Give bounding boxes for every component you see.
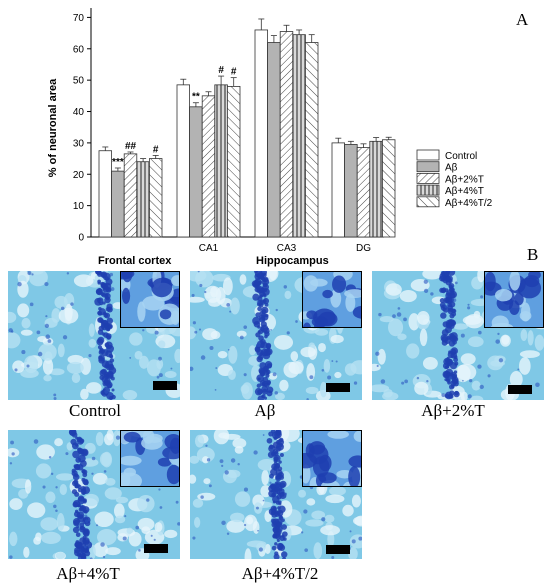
bar	[201, 95, 216, 238]
bar	[267, 42, 281, 238]
region-label-frontal-cortex: Frontal cortex	[98, 255, 172, 267]
bar	[344, 144, 358, 238]
stain-pattern	[190, 271, 362, 400]
bar	[304, 42, 319, 238]
caption-abeta: Aβ	[254, 401, 276, 420]
legend-label: Aβ+2%T	[445, 174, 484, 185]
bar	[98, 150, 113, 238]
caption-abeta-2t: Aβ+2%T	[421, 401, 485, 420]
micrograph-abeta-4t	[8, 430, 180, 559]
caption-abeta-4t-half: Aβ+4%T/2	[241, 564, 319, 583]
region-label-hippocampus: Hippocampus	[256, 255, 329, 267]
significance-marker: #	[231, 67, 237, 78]
bar	[331, 142, 346, 238]
micrograph-inset	[302, 271, 362, 328]
legend-swatch	[416, 149, 440, 161]
bar	[148, 158, 163, 238]
bar	[189, 106, 203, 238]
micrograph-inset	[484, 271, 544, 328]
micrograph-inset	[302, 430, 362, 487]
inset-stain-pattern	[303, 272, 361, 327]
caption-control: Control	[69, 401, 121, 420]
significance-marker: ***	[112, 157, 124, 168]
bar	[123, 153, 138, 238]
stain-texture	[190, 271, 362, 400]
legend-swatch	[416, 161, 440, 173]
legend-swatch	[416, 184, 440, 196]
bar	[356, 147, 371, 238]
legend-swatch	[416, 172, 440, 184]
legend-label: Aβ+4%T/2	[445, 198, 493, 209]
legend-label: Aβ+4%T	[445, 186, 484, 197]
x-tick-label: CA1	[199, 243, 219, 254]
significance-marker: #	[153, 144, 159, 155]
scale-bar	[508, 385, 532, 394]
x-tick-label: CA3	[277, 243, 297, 254]
chart-bars: CA1 CA3 DG***## #**# #	[98, 18, 396, 254]
bar	[292, 34, 306, 238]
significance-marker: ##	[125, 141, 137, 152]
bar	[176, 84, 191, 238]
micrograph-abeta-4t-half	[190, 430, 362, 559]
bar	[214, 84, 228, 238]
bar	[369, 140, 383, 238]
panel-a-letter: A	[516, 10, 529, 29]
micrograph-abeta-2t	[372, 271, 544, 400]
y-axis-label: % of neuronal area	[47, 78, 59, 177]
y-tick-label: 30	[73, 138, 85, 149]
significance-marker: #	[218, 65, 224, 76]
inset-stain-pattern	[485, 272, 543, 327]
scale-bar	[153, 381, 177, 390]
bar	[254, 29, 269, 238]
inset-stain-pattern	[303, 431, 361, 486]
bar	[279, 31, 294, 238]
legend-swatch	[416, 196, 440, 208]
bar	[381, 139, 396, 238]
inset-stain-pattern	[121, 272, 179, 327]
caption-abeta-4t: Aβ+4%T	[56, 564, 120, 583]
micrograph-control	[8, 271, 180, 400]
inset-stain-pattern	[121, 431, 179, 486]
y-tick-label: 40	[73, 107, 85, 118]
bar	[111, 170, 125, 238]
scale-bar	[326, 545, 350, 554]
scale-bar	[326, 383, 350, 392]
bar	[226, 86, 241, 238]
y-tick-label: 50	[73, 76, 85, 87]
micrograph-inset	[120, 271, 180, 328]
panel-b-letter: B	[527, 245, 539, 264]
y-tick-label: 70	[73, 13, 85, 24]
legend-label: Aβ	[445, 163, 458, 174]
scale-bar	[144, 544, 168, 553]
significance-marker: **	[192, 92, 200, 103]
x-tick-label: DG	[356, 243, 371, 254]
y-tick-label: 10	[73, 201, 85, 212]
y-tick-label: 20	[73, 170, 85, 181]
bar	[136, 161, 150, 238]
y-tick-label: 60	[73, 44, 85, 55]
y-tick-label: 0	[78, 233, 84, 244]
legend-label: Control	[445, 151, 477, 162]
micrograph-inset	[120, 430, 180, 487]
micrograph-abeta	[190, 271, 362, 400]
